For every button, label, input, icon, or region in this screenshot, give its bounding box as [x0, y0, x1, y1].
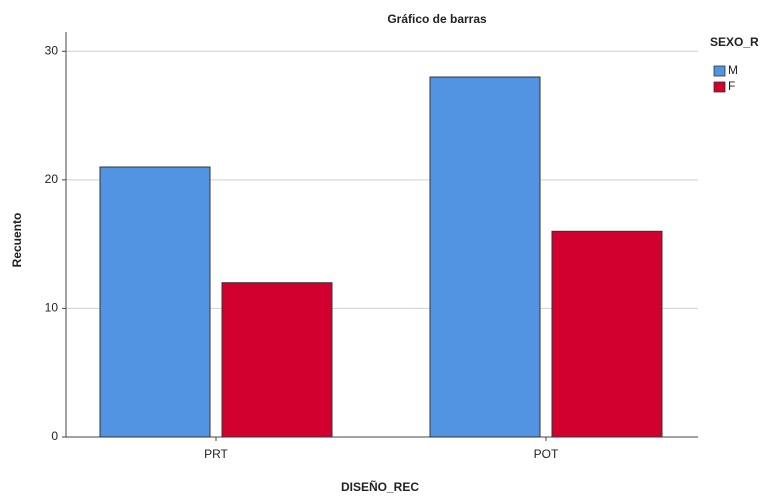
y-tick-label: 20 [45, 172, 59, 186]
y-axis-label: Recuento [10, 213, 24, 268]
x-tick-label: POT [534, 447, 559, 461]
legend-title: SEXO_R [710, 35, 759, 49]
x-tick-label: PRT [204, 447, 228, 461]
bar [551, 230, 663, 438]
legend-label: M [728, 63, 738, 77]
legend-swatch [713, 65, 726, 77]
legend-label: F [728, 79, 735, 93]
y-tick-label: 10 [45, 301, 59, 315]
bar [429, 76, 541, 438]
bar [99, 166, 211, 438]
y-tick-label: 30 [45, 43, 59, 57]
x-axis-label: DISEÑO_REC [341, 479, 419, 494]
chart-title: Gráfico de barras [387, 12, 487, 26]
legend-swatch [713, 81, 726, 93]
bar [221, 282, 333, 438]
y-tick-label: 0 [51, 429, 58, 443]
